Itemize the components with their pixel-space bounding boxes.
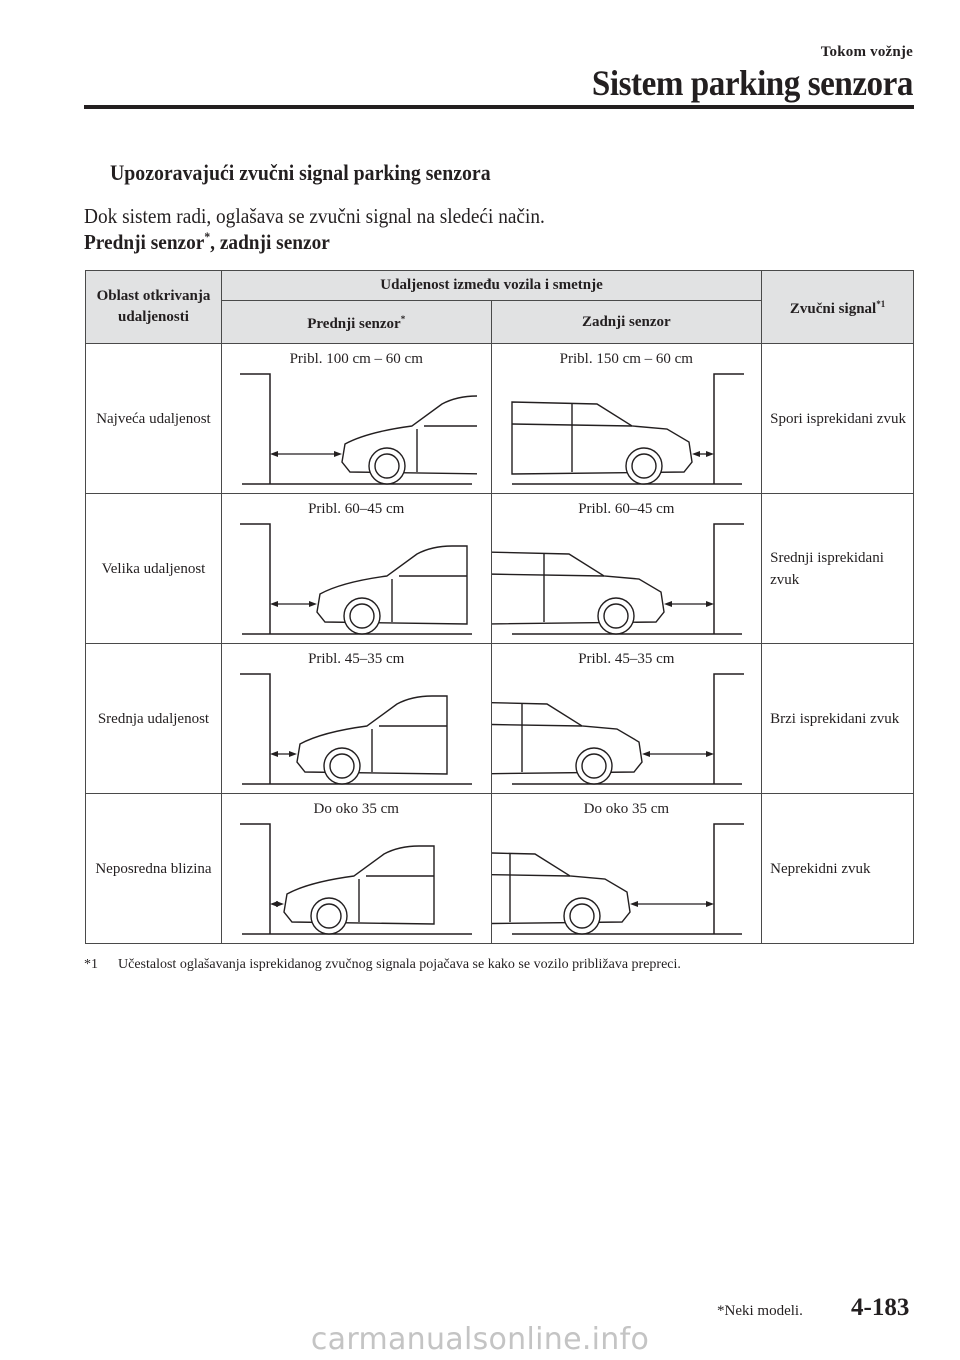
car-rear-view <box>491 852 631 935</box>
front-sensor-diagram <box>239 823 472 935</box>
rear-sensor-diagram <box>510 373 744 485</box>
distance-arrow <box>269 451 342 457</box>
rear-distance-label: Do oko 35 cm <box>583 801 670 817</box>
subheading: Upozoravajući zvučni signal parking senz… <box>110 160 491 185</box>
header-signal: Zvučni signal*1 <box>761 270 914 344</box>
distance-arrow <box>269 601 317 607</box>
area-cell: Velika udaljenost <box>85 493 222 644</box>
car-rear-view <box>491 702 643 785</box>
header-front-mark: * <box>400 314 406 324</box>
rear-cell: Pribl. 45–35 cm <box>490 643 763 794</box>
table-row: Srednja udaljenost Pribl. 45–35 cm Pribl… <box>85 643 914 794</box>
table-title-text: Prednji senzor <box>84 230 205 254</box>
distance-arrow <box>269 901 284 907</box>
obstacle-wall <box>712 523 744 634</box>
rear-sensor-diagram <box>491 523 744 635</box>
car-front-view <box>341 395 477 485</box>
distance-arrow <box>663 601 714 607</box>
intro-text: Dok sistem radi, oglašava se zvučni sign… <box>84 204 545 228</box>
footnote-mark: *1 <box>84 957 98 972</box>
front-distance-label: Pribl. 60–45 cm <box>308 501 405 517</box>
header-distance: Udaljenost između vozila i smetnje <box>220 270 763 301</box>
table-row: Najveća udaljenost Pribl. 100 cm – 60 cm… <box>85 343 914 494</box>
signal-cell: Neprekidni zvuk <box>761 793 914 944</box>
area-cell: Srednja udaljenost <box>85 643 222 794</box>
obstacle-wall <box>712 823 744 934</box>
header-rear: Zadnji senzor <box>490 300 763 344</box>
section-title: Tokom vožnje <box>820 44 913 60</box>
models-note: *Neki modeli. <box>717 1303 803 1319</box>
header-signal-text: Zvučni signal <box>789 301 877 317</box>
front-cell: Do oko 35 cm <box>220 793 492 944</box>
distance-arrow <box>691 451 714 457</box>
table-title-rest: , zadnji senzor <box>210 230 330 254</box>
obstacle-wall <box>712 673 744 784</box>
footnote-text: Učestalost oglašavanja isprekidanog zvuč… <box>118 957 681 972</box>
obstacle-wall <box>239 823 271 934</box>
distance-arrow <box>641 751 714 757</box>
watermark: carmanualsonline.info <box>310 1322 650 1357</box>
front-sensor-diagram <box>239 523 472 635</box>
obstacle-wall <box>239 523 271 634</box>
front-sensor-diagram <box>239 673 472 785</box>
front-cell: Pribl. 45–35 cm <box>220 643 492 794</box>
car-front-view <box>316 545 468 635</box>
obstacle-wall <box>239 373 271 484</box>
header-rule <box>84 105 914 109</box>
area-cell: Najveća udaljenost <box>85 343 222 494</box>
front-distance-label: Pribl. 45–35 cm <box>308 651 405 667</box>
front-distance-label: Do oko 35 cm <box>313 801 399 817</box>
header-area: Oblast otkrivanja udaljenosti <box>85 270 222 344</box>
distance-arrow <box>269 751 297 757</box>
rear-cell: Pribl. 150 cm – 60 cm <box>490 343 763 494</box>
header-signal-mark: *1 <box>876 299 886 309</box>
table-row: Velika udaljenost Pribl. 60–45 cm Pribl.… <box>85 493 914 644</box>
sensor-table: Oblast otkrivanja udaljenosti Udaljenost… <box>85 270 914 944</box>
obstacle-wall <box>239 673 271 784</box>
front-cell: Pribl. 60–45 cm <box>220 493 492 644</box>
rear-sensor-diagram <box>491 823 744 935</box>
car-rear-view <box>491 551 665 635</box>
front-cell: Pribl. 100 cm – 60 cm <box>220 343 492 494</box>
rear-sensor-diagram <box>491 673 744 785</box>
header-front-text: Prednji senzor <box>307 316 401 332</box>
table-row: Neposredna blizina Do oko 35 cm Do oko 3… <box>85 793 914 944</box>
rear-cell: Do oko 35 cm <box>490 793 763 944</box>
signal-cell: Spori isprekidani zvuk <box>761 343 914 494</box>
page-number: 4-183 <box>851 1294 910 1321</box>
page-title: Sistem parking senzora <box>591 63 914 103</box>
car-rear-view <box>510 401 693 485</box>
signal-cell: Brzi isprekidani zvuk <box>761 643 914 794</box>
rear-distance-label: Pribl. 60–45 cm <box>578 501 675 517</box>
front-distance-label: Pribl. 100 cm – 60 cm <box>289 351 423 367</box>
car-front-view <box>283 845 435 935</box>
table-title: Prednji senzor*, zadnji senzor <box>84 230 330 255</box>
header-front: Prednji senzor* <box>220 300 492 344</box>
obstacle-wall <box>712 373 744 484</box>
distance-arrow <box>629 901 714 907</box>
footnote: *1 Učestalost oglašavanja isprekidanog zv… <box>84 957 681 973</box>
area-cell: Neposredna blizina <box>85 793 222 944</box>
signal-cell: Srednji isprekidani zvuk <box>761 493 914 644</box>
car-front-view <box>296 695 448 785</box>
table-title-mark: * <box>204 230 211 244</box>
rear-distance-label: Pribl. 45–35 cm <box>578 651 675 667</box>
rear-distance-label: Pribl. 150 cm – 60 cm <box>559 351 693 367</box>
rear-cell: Pribl. 60–45 cm <box>490 493 763 644</box>
front-sensor-diagram <box>239 373 477 485</box>
